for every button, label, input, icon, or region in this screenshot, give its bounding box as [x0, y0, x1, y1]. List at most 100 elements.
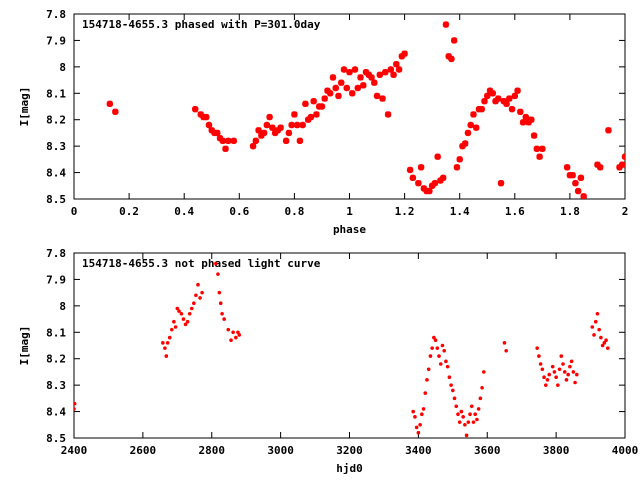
- x-tick-label: 1.6: [505, 205, 525, 218]
- data-point: [258, 132, 265, 139]
- data-point: [200, 290, 204, 295]
- data-point: [379, 95, 386, 102]
- data-point: [179, 311, 184, 316]
- data-point: [416, 430, 421, 435]
- data-point: [454, 404, 459, 409]
- data-point: [329, 74, 337, 81]
- data-point: [229, 338, 233, 343]
- data-point: [415, 179, 422, 187]
- chart-title: 154718-4655.3 phased with P=301.0day: [82, 18, 321, 31]
- data-point: [428, 354, 433, 358]
- data-point: [459, 142, 466, 150]
- data-point: [442, 348, 447, 353]
- data-point: [519, 119, 527, 126]
- data-point: [508, 105, 516, 113]
- y-axis-label: I[mag]: [18, 87, 31, 127]
- data-point: [545, 378, 550, 382]
- data-point: [338, 79, 345, 86]
- data-point: [390, 71, 397, 78]
- data-point: [475, 417, 479, 422]
- data-point: [561, 362, 565, 366]
- data-point: [431, 179, 439, 187]
- data-point: [473, 124, 480, 131]
- data-point: [450, 37, 458, 44]
- x-tick-label: 2: [622, 205, 629, 218]
- data-point: [489, 90, 496, 97]
- data-point: [192, 301, 196, 306]
- data-point: [197, 111, 204, 118]
- data-point: [307, 113, 315, 121]
- data-point: [231, 330, 235, 335]
- data-point: [484, 92, 491, 100]
- data-point: [277, 124, 284, 131]
- y-tick-label: 7.9: [46, 34, 66, 47]
- data-point: [595, 311, 600, 316]
- data-point: [185, 319, 190, 324]
- data-point: [495, 95, 502, 102]
- data-point: [346, 68, 353, 76]
- data-point: [318, 103, 326, 110]
- chart-raw-light-curve: 2400 2600 2800 3000 3200 3400 3600 3800 4000 7.8 7…: [18, 247, 638, 475]
- data-point: [395, 66, 403, 73]
- data-point: [448, 55, 455, 63]
- data-point: [189, 306, 194, 311]
- x-tick-label: 4000: [612, 444, 639, 457]
- data-point: [597, 327, 601, 332]
- data-point: [467, 121, 474, 129]
- data-point: [373, 92, 381, 100]
- data-point: [165, 341, 170, 345]
- data-point: [349, 90, 356, 97]
- data-point: [414, 425, 419, 430]
- data-point: [194, 293, 198, 298]
- data-point: [442, 21, 450, 28]
- data-point: [351, 66, 359, 73]
- data-point: [216, 135, 224, 142]
- data-point: [539, 145, 546, 152]
- data-point: [568, 364, 572, 369]
- data-point: [362, 68, 370, 76]
- data-point: [252, 137, 260, 145]
- x-tick-label: 1.8: [560, 205, 580, 218]
- y-tick-label: 8.3: [46, 379, 66, 392]
- data-point: [354, 84, 361, 92]
- data-point: [177, 309, 181, 313]
- data-point: [557, 367, 562, 372]
- x-tick-label: 2400: [61, 444, 88, 457]
- x-tick-label: 0.8: [284, 205, 304, 218]
- x-tick-label: 0.6: [229, 205, 249, 218]
- data-point: [522, 113, 530, 121]
- data-point: [554, 375, 558, 380]
- data-point: [161, 341, 165, 345]
- y-tick-label: 7.9: [46, 273, 66, 286]
- data-point: [418, 422, 422, 427]
- data-point: [571, 370, 576, 374]
- data-point: [604, 338, 608, 343]
- data-point: [463, 422, 467, 427]
- data-point: [530, 132, 538, 139]
- data-point: [486, 87, 494, 94]
- data-point: [393, 61, 400, 68]
- data-point: [425, 378, 429, 382]
- data-point: [476, 407, 481, 411]
- data-point: [528, 116, 535, 123]
- y-axis-label: I[mag]: [18, 326, 31, 366]
- data-point: [438, 362, 443, 366]
- y-tick-label: 8.2: [46, 353, 66, 366]
- data-point: [181, 317, 186, 321]
- x-tick-label: 1: [346, 205, 353, 218]
- data-point: [387, 66, 395, 73]
- data-point: [456, 412, 460, 417]
- data-point: [376, 71, 384, 78]
- data-point: [296, 137, 304, 145]
- data-point: [205, 121, 213, 129]
- data-point: [360, 82, 367, 89]
- data-point: [411, 409, 416, 414]
- chart-phased-light-curve: 0 0.2 0.4 0.6 0.8 1 1.2 1.4 1.6 1.8 2 7.8 7.9 8 8.1 8.2…: [18, 8, 628, 236]
- x-tick-label: 2600: [130, 444, 157, 457]
- data-point: [222, 145, 229, 152]
- y-tick-label: 8.2: [46, 114, 66, 127]
- y-tick-label: 8.5: [46, 432, 66, 445]
- x-axis-label: phase: [333, 223, 366, 236]
- x-tick-label: 3800: [543, 444, 570, 457]
